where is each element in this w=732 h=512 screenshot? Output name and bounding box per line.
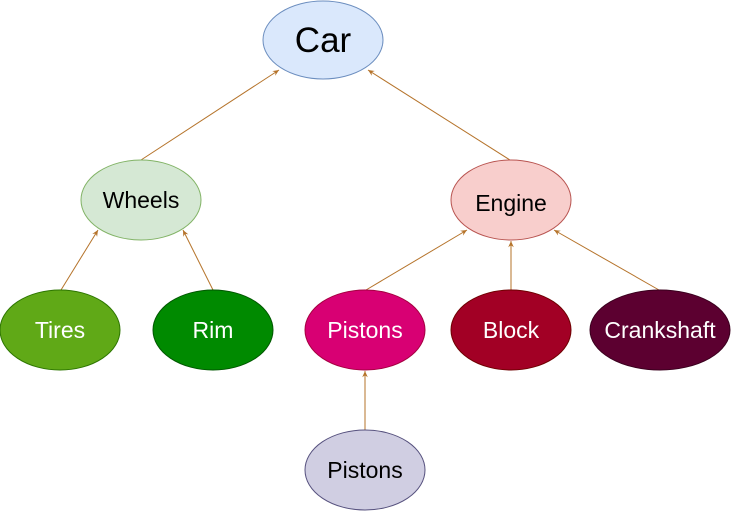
node-pistons[interactable]: Pistons [304,289,426,371]
node-shape [304,429,426,511]
node-shape [304,289,426,371]
node-label: Pistons [327,317,402,343]
node-shape [80,159,202,241]
node-label: Rim [193,317,234,343]
node-label: Car [295,21,352,60]
node-rim[interactable]: Rim [152,289,274,371]
node-label: Wheels [103,187,180,213]
node-pistons-sub[interactable]: Pistons [304,429,426,511]
node-wheels[interactable]: Wheels [80,159,202,241]
node-tires[interactable]: Tires [0,289,121,371]
node-car[interactable]: Car [262,0,384,80]
node-shape [589,289,731,371]
edge-engine-to-car [367,69,511,161]
edge-pistons-to-engine [365,229,468,291]
node-crankshaft[interactable]: Crankshaft [589,289,731,371]
node-shape [0,289,121,371]
edge-rim-to-wheels [182,229,214,291]
node-block[interactable]: Block [450,289,572,371]
node-label: Engine [475,190,547,216]
node-engine[interactable]: Engine [450,159,572,241]
node-shape [152,289,274,371]
node-label: Crankshaft [604,317,716,343]
node-label: Block [483,317,540,343]
edge-wheels-to-car [140,69,280,161]
node-label: Tires [35,317,85,343]
node-label: Pistons [327,457,402,483]
edge-tires-to-wheels [60,229,99,291]
node-shape [262,0,384,80]
node-shape [450,159,572,241]
edge-crankshaft-to-engine [553,229,660,291]
edges-layer [60,69,660,430]
node-shape [450,289,572,371]
